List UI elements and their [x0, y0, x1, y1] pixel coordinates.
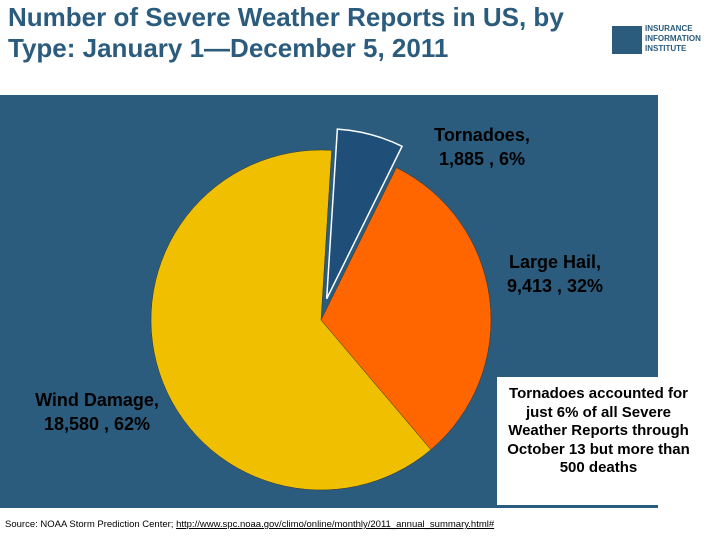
slice-value: 1,885 , 6%: [438, 149, 526, 169]
logo-text: INSURANCE INFORMATION INSTITUTE: [645, 24, 701, 54]
slice-value: 9,413 , 32%: [506, 276, 604, 296]
pie-slice: [150, 149, 432, 491]
logo: INSURANCE INFORMATION INSTITUTE: [612, 22, 717, 62]
source-text: Source: NOAA Storm Prediction Center;: [5, 519, 177, 530]
chart-title: Number of Severe Weather Reports in US, …: [8, 2, 564, 63]
slice-category: Large Hail,: [508, 252, 602, 272]
slice-category: Tornadoes,: [434, 125, 530, 145]
source: Source: NOAA Storm Prediction Center; ht…: [5, 519, 494, 530]
slice-category: Wind Damage,: [35, 390, 159, 410]
logo-line: INSTITUTE: [645, 44, 687, 53]
data-label: Tornadoes, 1,885 , 6%: [407, 123, 557, 171]
source-link[interactable]: http://www.spc.noaa.gov/climo/online/mon…: [176, 519, 495, 530]
pie-slice: [320, 167, 492, 451]
data-label: Large Hail, 9,413 , 32%: [490, 250, 620, 298]
pie-slice: [325, 128, 404, 300]
logo-mark: [612, 26, 642, 54]
logo-line: INSURANCE: [645, 24, 693, 33]
data-label: Wind Damage, 18,580 , 62%: [27, 388, 167, 436]
annotation: Tornadoes accounted for just 6% of all S…: [497, 377, 700, 505]
slice-value: 18,580 , 62%: [43, 414, 151, 434]
logo-line: INFORMATION: [645, 34, 701, 43]
